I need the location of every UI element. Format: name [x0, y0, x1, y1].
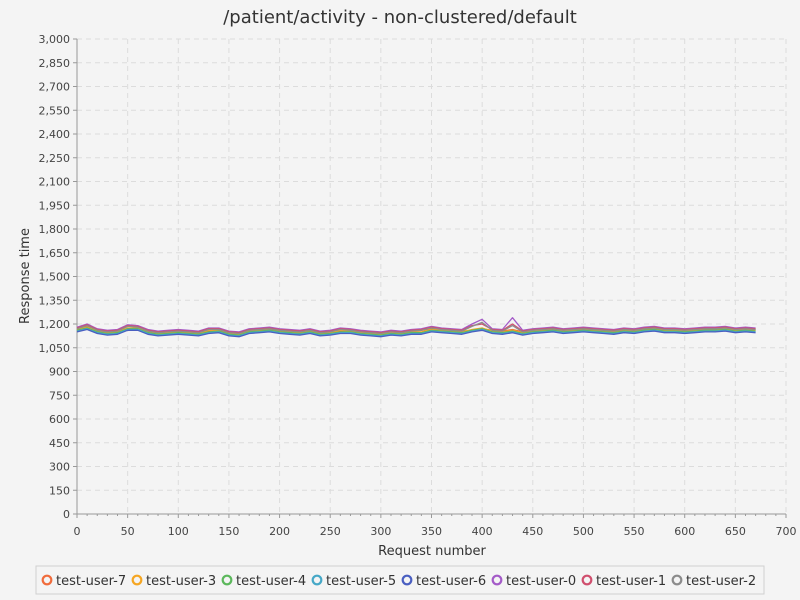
y-tick-label: 0: [63, 508, 70, 521]
legend-marker: [401, 574, 413, 586]
x-tick-label: 600: [674, 525, 695, 538]
legend-item-test-user-0: test-user-0: [491, 574, 576, 589]
y-tick-label: 450: [49, 437, 70, 450]
legend-item-test-user-6: test-user-6: [401, 574, 486, 589]
legend-label: test-user-4: [236, 574, 306, 589]
y-tick-label: 2,700: [39, 81, 71, 94]
y-tick-label: 2,100: [39, 176, 71, 189]
legend-label: test-user-1: [596, 574, 666, 589]
x-tick-label: 50: [121, 525, 135, 538]
series-line-test-user-3: [76, 326, 756, 335]
x-tick-label: 200: [269, 525, 290, 538]
x-tick-label: 500: [573, 525, 594, 538]
legend: test-user-7 test-user-3 test-user-4 test-us…: [35, 565, 765, 595]
legend-label: test-user-0: [506, 574, 576, 589]
series-line-test-user-4: [76, 327, 756, 336]
series-line-test-user-5: [76, 328, 756, 337]
x-tick-label: 350: [421, 525, 442, 538]
x-tick-label: 550: [624, 525, 645, 538]
series-line-test-user-6: [76, 328, 756, 338]
y-tick-label: 1,200: [39, 318, 71, 331]
x-axis-title: Request number: [378, 544, 486, 559]
y-tick-label: 2,850: [39, 57, 71, 70]
legend-item-test-user-4: test-user-4: [221, 574, 306, 589]
x-tick-label: 650: [725, 525, 746, 538]
y-tick-label: 1,500: [39, 271, 71, 284]
y-tick-label: 150: [49, 484, 70, 497]
y-tick-label: 2,550: [39, 104, 71, 117]
chart-title: /patient/activity - non-clustered/defaul…: [223, 7, 577, 28]
y-tick-label: 1,650: [39, 247, 71, 260]
legend-marker: [221, 574, 233, 586]
legend-marker: [671, 574, 683, 586]
x-tick-label: 450: [522, 525, 543, 538]
y-tick-label: 1,950: [39, 199, 71, 212]
legend-marker: [491, 574, 503, 586]
series-line-test-user-2: [76, 321, 756, 335]
legend-items: test-user-7 test-user-3 test-user-4 test-us…: [41, 574, 756, 589]
x-tick-label: 250: [320, 525, 341, 538]
legend-marker: [41, 574, 53, 586]
x-tick-label: 300: [370, 525, 391, 538]
grid-lines: [76, 38, 787, 515]
legend-item-test-user-3: test-user-3: [131, 574, 216, 589]
legend-item-test-user-2: test-user-2: [671, 574, 756, 589]
series-lines: [76, 317, 756, 338]
series-line-test-user-1: [76, 323, 756, 334]
legend-marker: [581, 574, 593, 586]
y-tick-label: 2,250: [39, 152, 71, 165]
legend-marker: [131, 574, 143, 586]
axes: 0 150 300 450 600 750 900 1,050 1,200 1,350 1,500 1…: [39, 33, 797, 538]
y-tick-label: 1,800: [39, 223, 71, 236]
legend-item-test-user-7: test-user-7: [41, 574, 126, 589]
y-tick-label: 2,400: [39, 128, 71, 141]
legend-label: test-user-7: [56, 574, 126, 589]
y-tick-label: 600: [49, 413, 70, 426]
y-tick-label: 3,000: [39, 33, 71, 46]
legend-label: test-user-3: [146, 574, 216, 589]
y-tick-label: 900: [49, 366, 70, 379]
legend-label: test-user-6: [416, 574, 486, 589]
x-tick-label: 0: [74, 525, 81, 538]
legend-label: test-user-2: [686, 574, 756, 589]
legend-marker: [311, 574, 323, 586]
y-tick-label: 1,050: [39, 342, 71, 355]
y-tick-label: 1,350: [39, 294, 71, 307]
x-tick-label: 150: [218, 525, 239, 538]
series-line-test-user-0: [76, 317, 756, 333]
legend-item-test-user-1: test-user-1: [581, 574, 666, 589]
x-tick-label: 400: [472, 525, 493, 538]
y-axis-title: Response time: [18, 228, 33, 324]
x-tick-label: 700: [776, 525, 797, 538]
y-tick-label: 300: [49, 461, 70, 474]
y-tick-label: 750: [49, 389, 70, 402]
legend-item-test-user-5: test-user-5: [311, 574, 396, 589]
legend-label: test-user-5: [326, 574, 396, 589]
legend-frame: [35, 565, 765, 595]
x-tick-label: 100: [168, 525, 189, 538]
